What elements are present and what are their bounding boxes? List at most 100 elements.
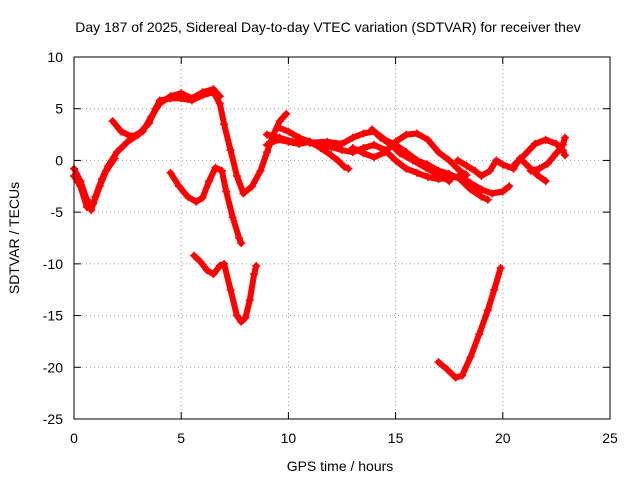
data-point [155,99,164,108]
data-point [453,156,462,165]
data-point [192,197,201,206]
y-tick-label: 10 [47,49,63,65]
data-point [477,185,486,194]
data-point [391,156,400,165]
x-tick-label: 10 [281,430,297,446]
data-point [455,175,464,184]
data-point [483,306,492,315]
data-series [70,85,569,382]
data-point [166,92,175,101]
data-point [423,172,432,181]
data-point [535,164,544,173]
data-point [451,373,460,382]
data-point [541,135,550,144]
data-point [466,185,475,194]
data-point [117,127,126,136]
data-point [228,213,237,222]
data-point [462,161,471,170]
data-point [526,166,535,175]
data-point [273,123,282,132]
data-point [498,187,507,196]
data-point [558,140,567,149]
data-point [215,99,224,108]
data-point [82,202,91,211]
data-point [166,168,175,177]
tick-labels: 0 5 10 15 20 25 -25 -20 -15 -10 -5 0 5 10 [43,49,618,446]
x-tick-label: 15 [388,430,404,446]
x-tick-label: 25 [602,430,618,446]
y-tick-label: -10 [43,256,63,272]
data-point [138,127,147,136]
data-point [434,148,443,157]
plot-frame [73,56,611,420]
y-tick-label: -25 [43,411,63,427]
data-point [316,144,325,153]
data-point [370,140,379,149]
data-point [232,171,241,180]
data-point [123,137,132,146]
data-point [95,182,104,191]
data-point [458,371,467,380]
series-arc-4 [166,163,246,248]
data-point [477,171,486,180]
chart-title: Day 187 of 2025, Sidereal Day-to-day VTE… [75,19,581,35]
data-point [434,358,443,367]
series-arc-2 [70,154,119,211]
series-arc-1 [70,88,291,215]
data-point [488,189,497,198]
data-point [421,163,430,172]
data-point [237,317,246,326]
data-point [391,137,400,146]
data-point [305,138,314,147]
series-line [369,126,453,185]
data-point [552,149,561,158]
series-arc-5 [190,251,261,326]
data-point [541,177,550,186]
data-point [89,199,98,208]
data-point [211,163,220,172]
data-point [220,259,229,268]
data-point [220,120,229,129]
y-tick-label: -20 [43,359,63,375]
data-point [183,192,192,201]
series-line [435,265,504,381]
data-point [402,164,411,173]
data-point [250,270,259,279]
data-point [455,166,464,175]
data-point [76,182,85,191]
data-point [359,149,368,158]
data-point [190,251,199,260]
x-tick-label: 0 [70,430,78,446]
data-point [370,153,379,162]
data-point [237,239,246,248]
data-point [177,89,186,98]
data-point [209,85,218,94]
series-line [71,89,290,214]
series-arc-3 [108,85,224,141]
data-point [252,261,261,270]
data-point [327,151,336,160]
data-point [413,168,422,177]
series-arc-14 [526,133,569,175]
data-point [560,151,569,160]
data-point [275,117,284,126]
data-point [222,187,231,196]
series-line [191,252,260,325]
data-point [288,137,297,146]
data-point [284,127,293,136]
x-tick-label: 5 [177,430,185,446]
data-point [490,285,499,294]
data-point [245,296,254,305]
data-point [443,365,452,374]
data-point [282,109,291,118]
data-point [202,266,211,275]
y-tick-label: -15 [43,308,63,324]
data-point [408,156,417,165]
series-arc-10 [368,125,454,186]
series-arc-11 [434,263,505,382]
data-point [108,117,117,126]
data-point [187,94,196,103]
data-point [505,182,514,191]
data-point [215,92,224,101]
data-point [322,137,331,146]
